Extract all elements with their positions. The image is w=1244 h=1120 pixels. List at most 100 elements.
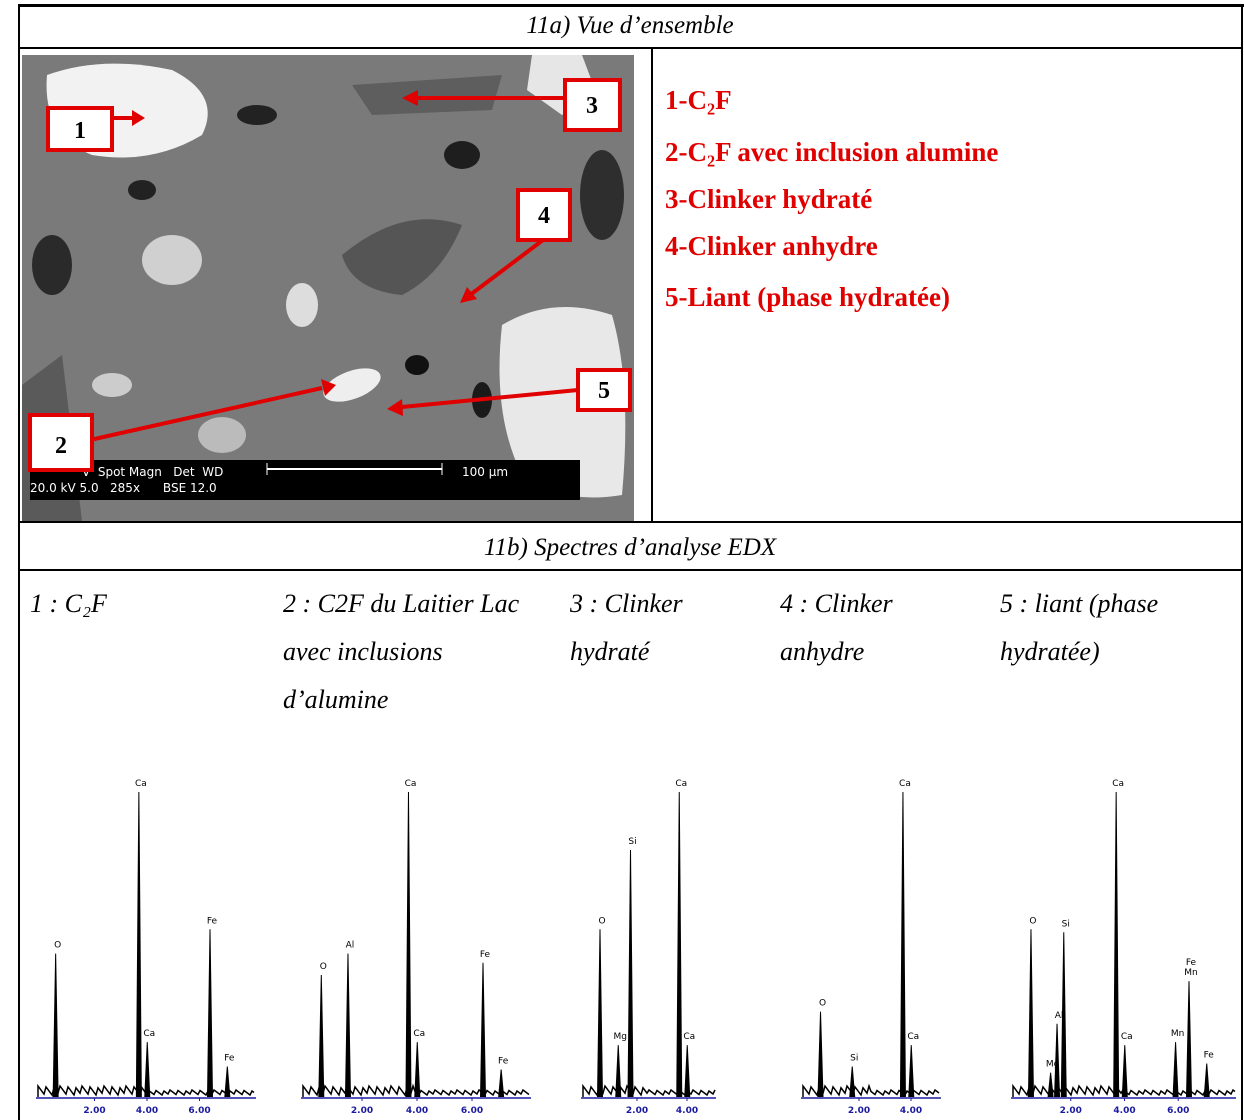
x-tick-label: 4.00 [406,1106,428,1116]
x-tick-label: 6.00 [1167,1106,1189,1116]
peak-label: Ca [899,779,911,789]
peak [318,975,325,1097]
peak-label: O [320,962,327,972]
peak-label: Mn [1171,1029,1184,1039]
border [18,47,1242,49]
peak [684,1045,691,1097]
section-title: 11b) Spectres d’analyse EDX [483,534,777,561]
scale-header: V Spot Magn Det WD [82,465,223,479]
peak [1121,1045,1128,1097]
x-tick-label: 4.00 [676,1106,698,1116]
border [18,521,1242,523]
spectrum-caption: 1 : C₂F [30,589,107,618]
peak [676,792,683,1097]
spectrum-caption: 2 : C2F du Laitier Lac avec inclusions d… [283,589,520,714]
edx-spectrum: 2.00 4.00 6.00 O Ca Ca Fe Fe [36,779,256,1116]
border [18,569,1242,571]
peak-label: Ca [907,1032,919,1042]
peak [597,929,603,1097]
x-tick-label: 2.00 [626,1106,648,1116]
legend-item: 5-Liant (phase hydratée) [665,282,950,312]
peak-label: Al [1055,1011,1064,1021]
peak [224,1066,231,1097]
peak-label: Mg [1046,1060,1059,1070]
peak-label: Fe [224,1054,235,1064]
border [651,48,653,522]
peak-label: O [54,941,61,951]
x-tick-label: 4.00 [1113,1106,1135,1116]
peak [849,1066,856,1097]
x-tick-label: 4.00 [136,1106,158,1116]
legend-item: 2-C₂F avec inclusion alumine [665,137,999,167]
peak-label: Fe [498,1057,509,1067]
peak [1060,932,1067,1097]
x-tick-label: 2.00 [848,1106,870,1116]
x-tick-label: 2.00 [1060,1106,1082,1116]
peak-label: Ca [143,1029,155,1039]
peak-label: Ca [413,1029,425,1039]
border [18,4,1244,7]
legend-item: 1-C₂F [665,85,732,115]
spectrum-caption: 5 : liant (phase hydratée) [1000,589,1159,666]
peak-label: Ca [1112,779,1124,789]
spectrum-caption: 3 : Clinker hydraté [570,589,683,666]
edx-spectrum: 2.00 4.00 O Mg Si Ca Ca [581,779,716,1116]
peak [207,929,213,1097]
peak-label: Si [1062,919,1070,929]
border [18,4,20,1120]
x-tick-label: 2.00 [83,1106,105,1116]
marker-label: 2 [55,433,67,459]
peak [1027,929,1034,1097]
peak-label: Si [850,1054,858,1064]
peak-label: Mn [1184,968,1197,978]
peak [144,1042,151,1097]
baseline-noise [802,1083,940,1097]
x-tick-label: 4.00 [900,1106,922,1116]
peak-label: Ca [135,779,147,789]
peak-label: Mg [614,1032,627,1042]
peak-label: Ca [675,779,687,789]
peak [1186,981,1192,1097]
legend-item: 3-Clinker hydraté [665,184,873,214]
peak-label: Fe [480,950,491,960]
edx-spectrum: 2.00 4.00 6.00 O Al Ca Ca Fe Fe [301,779,531,1116]
edx-spectrum: 2.00 4.00 O Si Ca Ca [801,779,941,1116]
peak [908,1045,915,1097]
marker-label: 4 [538,203,550,229]
peak [1054,1023,1061,1097]
sem-image: V Spot Magn Det WD 20.0 kV 5.0 285x BSE … [22,55,634,521]
peak-label: Fe [1204,1050,1215,1060]
peak [1172,1042,1179,1097]
x-tick-label: 2.00 [351,1106,373,1116]
section-title: 11a) Vue d’ensemble [526,12,734,39]
baseline-noise [582,1083,716,1097]
peak [480,962,486,1097]
spectrum-caption: 4 : Clinker anhydre [780,589,893,666]
peak-label: Fe [1186,958,1197,968]
peak [414,1042,421,1097]
peak-label: Fe [207,916,218,926]
scale-values: 20.0 kV 5.0 285x BSE 12.0 [30,481,217,495]
peak [615,1045,622,1097]
peak [817,1011,824,1097]
marker-label: 5 [598,378,610,404]
x-tick-label: 6.00 [461,1106,483,1116]
peak [498,1069,505,1097]
peak-label: Ca [683,1032,695,1042]
peak [1047,1072,1054,1097]
border [1241,4,1243,1120]
peak-label: Si [628,837,636,847]
peak-label: O [598,916,605,926]
peak-label: Ca [1121,1032,1133,1042]
peak [52,953,59,1097]
x-tick-label: 6.00 [188,1106,210,1116]
legend-item: 4-Clinker anhydre [665,231,878,261]
peak-label: Al [346,941,355,951]
peak [344,953,351,1097]
peak [135,792,142,1097]
peak [1113,792,1120,1097]
marker-label: 3 [586,93,598,119]
peak-label: O [819,999,826,1009]
